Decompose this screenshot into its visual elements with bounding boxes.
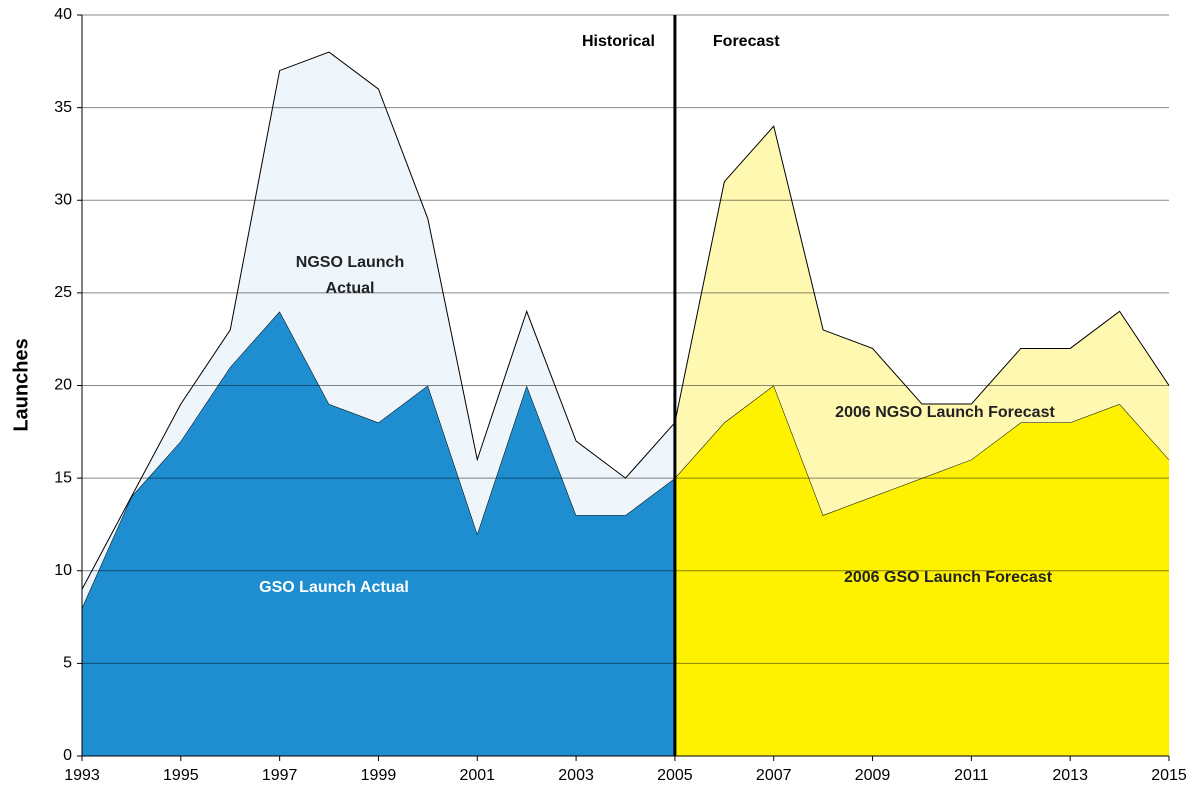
x-tick-label: 2013 (1052, 767, 1088, 784)
y-tick-label: 15 (54, 469, 72, 486)
series-label: 2006 GSO Launch Forecast (843, 569, 1053, 586)
x-tick-label: 2001 (459, 767, 495, 784)
y-tick-label: 0 (63, 747, 72, 764)
area (674, 126, 1169, 516)
annotation: Historical (582, 33, 655, 50)
area-outline (674, 125, 1170, 423)
annotation: Forecast (713, 33, 780, 50)
x-tick-label: 2015 (1151, 767, 1187, 784)
area-outline (81, 51, 676, 590)
area (82, 311, 675, 756)
x-tick-label: 2007 (756, 767, 792, 784)
x-tick-label: 2003 (558, 767, 594, 784)
series-label: NGSO Launch Actual (295, 254, 405, 297)
y-tick-label: 40 (54, 6, 72, 23)
y-tick-label: 5 (63, 655, 72, 672)
x-tick-label: 2009 (855, 767, 891, 784)
x-tick-label: 2011 (954, 767, 989, 784)
x-tick-label: 2005 (657, 767, 693, 784)
x-tick-label: 1997 (262, 767, 298, 784)
x-tick-label: 1995 (163, 767, 199, 784)
y-tick-label: 20 (54, 377, 72, 394)
y-tick-label: 25 (54, 284, 72, 301)
y-axis-label: Launches (10, 338, 32, 431)
x-tick-label: 1999 (361, 767, 397, 784)
x-tick-label: 1993 (64, 767, 100, 784)
y-tick-label: 30 (54, 191, 72, 208)
y-tick-label: 35 (54, 99, 72, 116)
series-label: 2006 NGSO Launch Forecast (835, 404, 1055, 421)
area (82, 52, 675, 608)
series-label: GSO Launch Actual (259, 579, 409, 596)
y-tick-label: 10 (54, 562, 72, 579)
